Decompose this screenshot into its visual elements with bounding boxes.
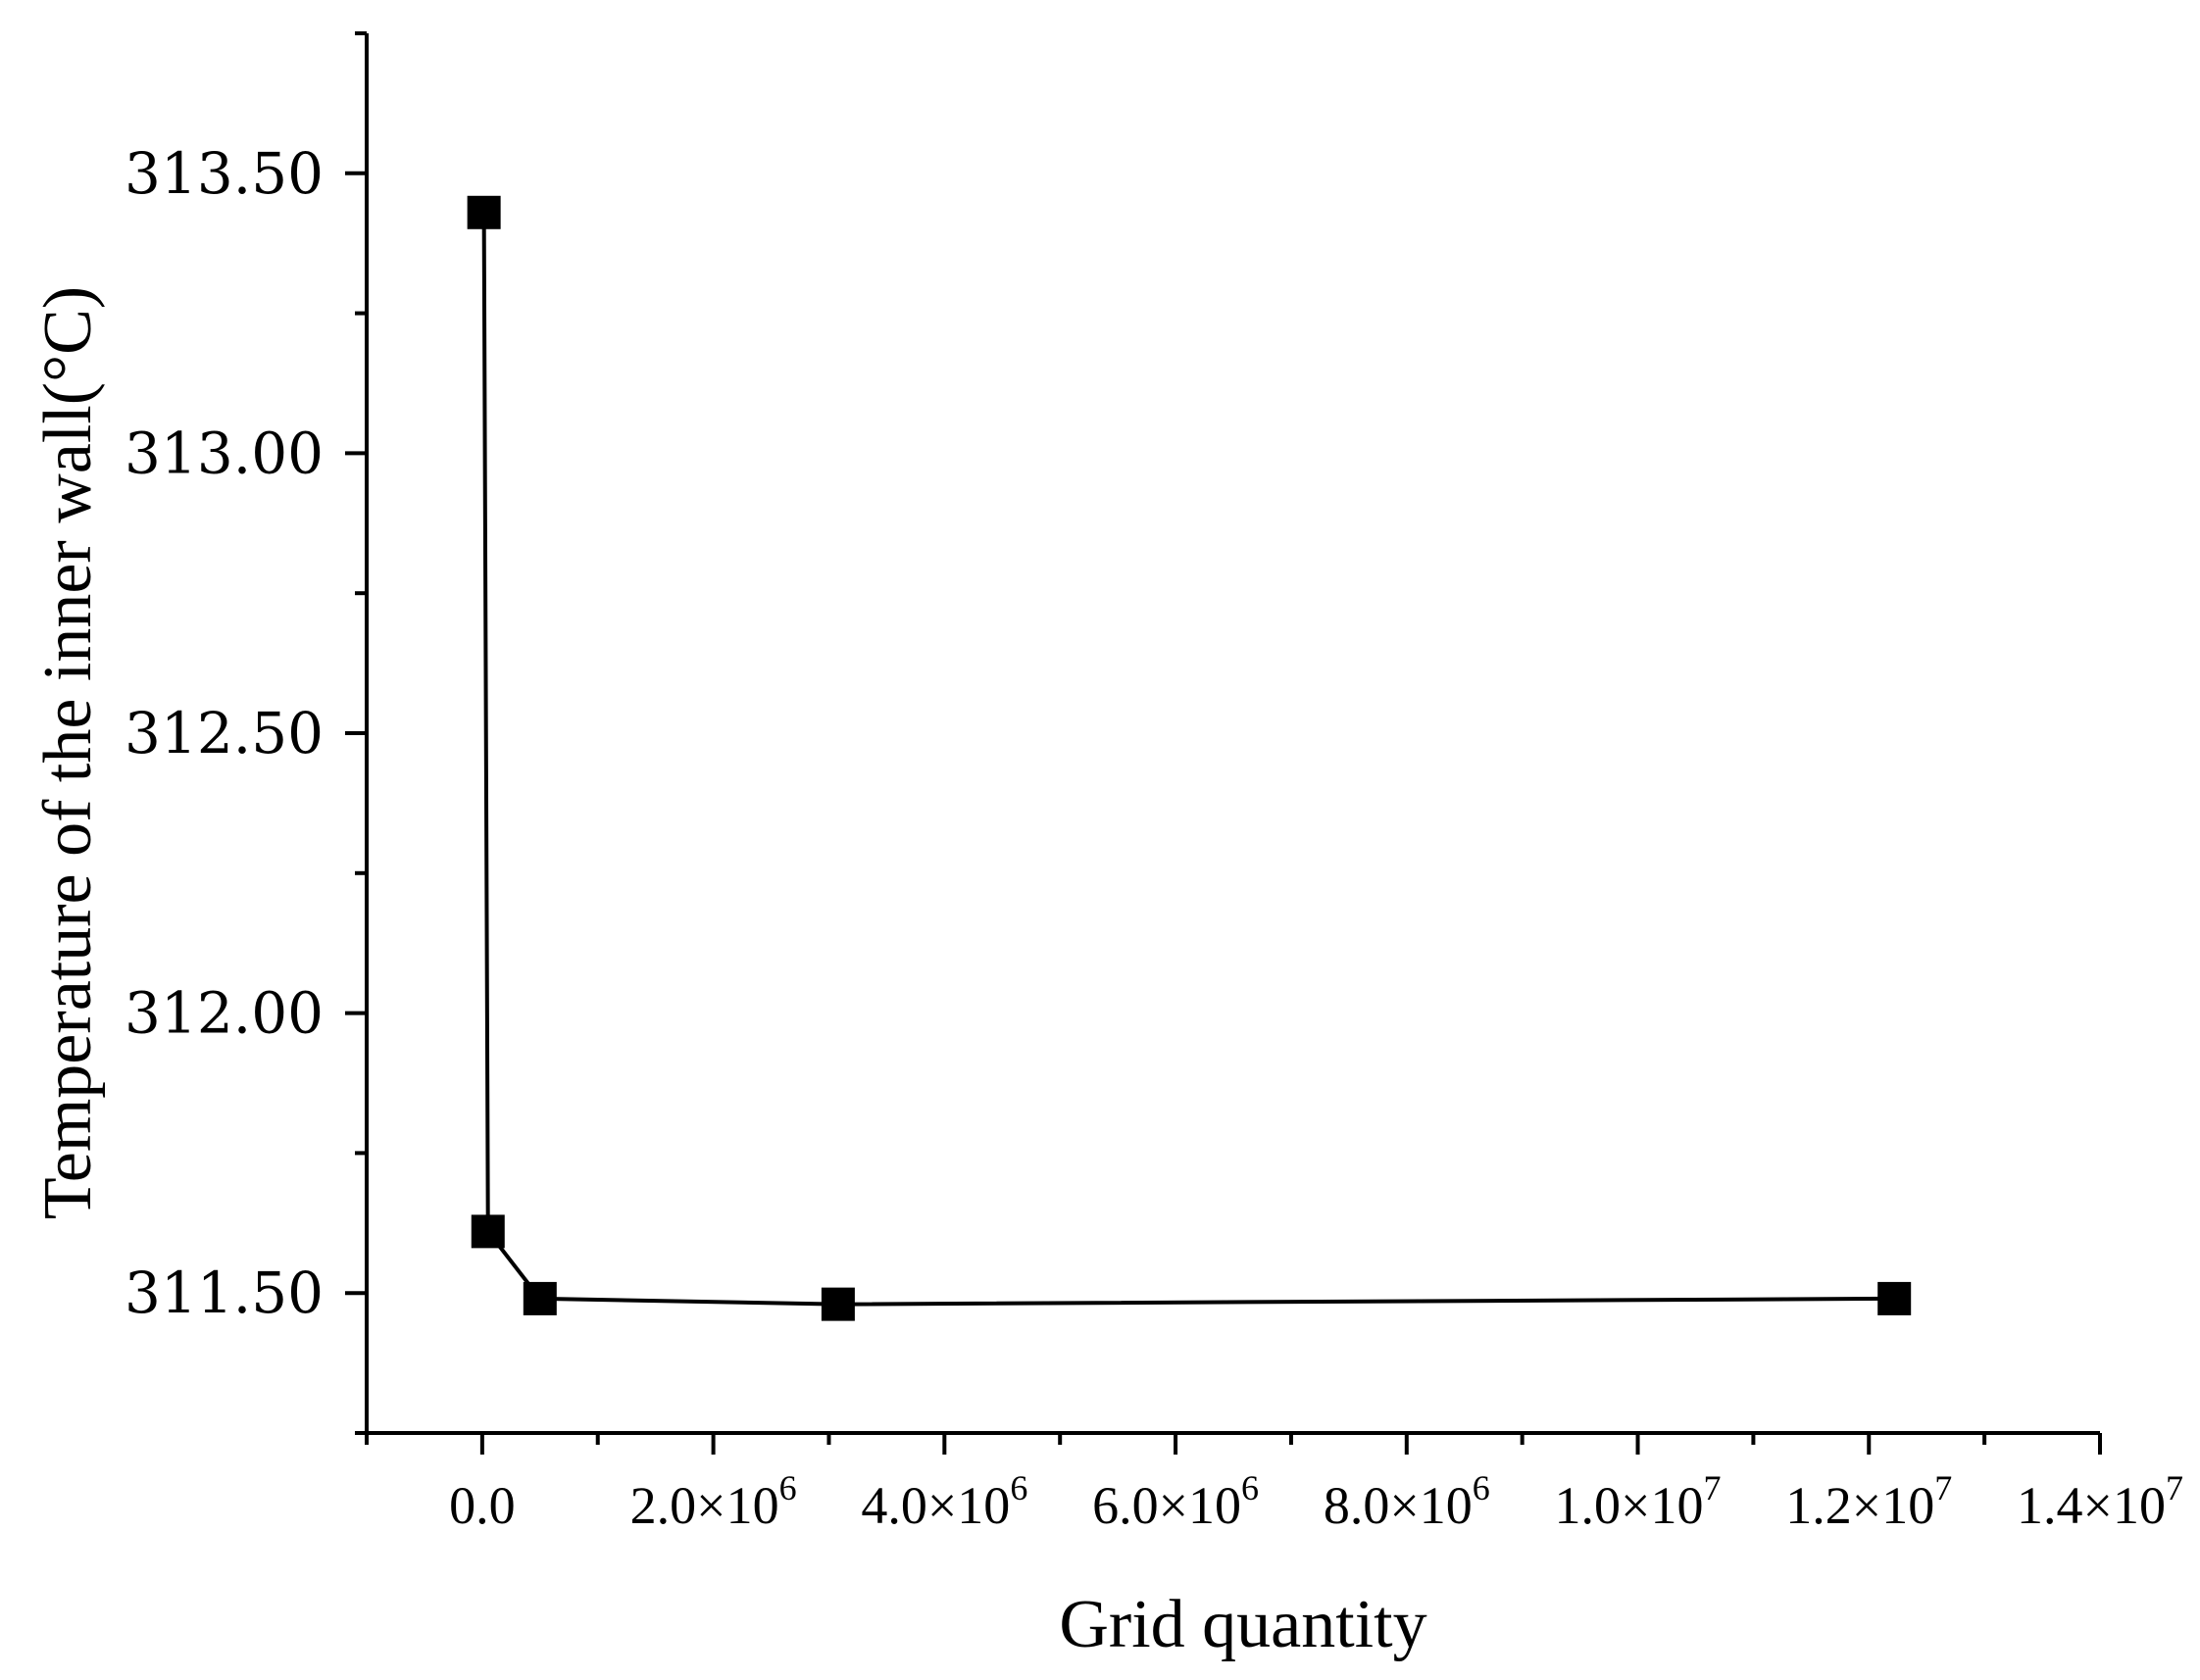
x-tick-exponent: 7 xyxy=(2166,1468,2183,1507)
x-tick-label: 1.0×107 xyxy=(1555,1468,1722,1535)
x-tick-exponent: 7 xyxy=(1704,1468,1722,1507)
x-tick-mantissa: 1.4×10 xyxy=(2017,1476,2166,1535)
y-tick-label: 311.50 xyxy=(125,1260,324,1326)
data-point-marker xyxy=(821,1287,855,1321)
x-tick-label: 1.2×107 xyxy=(1785,1468,1952,1535)
x-tick-exponent: 6 xyxy=(1010,1468,1027,1507)
x-axis-title: Grid quantity xyxy=(1059,1587,1426,1662)
x-tick-exponent: 7 xyxy=(1934,1468,1952,1507)
data-point-marker xyxy=(467,195,501,229)
x-tick-exponent: 6 xyxy=(1241,1468,1259,1507)
y-tick-label: 313.00 xyxy=(125,420,324,486)
x-tick-label: 4.0×106 xyxy=(861,1468,1027,1535)
y-tick-label: 312.00 xyxy=(125,980,324,1047)
x-tick-mantissa: 1.2×10 xyxy=(1785,1476,1934,1535)
data-point-marker xyxy=(523,1281,557,1315)
x-tick-exponent: 6 xyxy=(1473,1468,1490,1507)
x-tick-label: 0.0 xyxy=(449,1476,516,1535)
x-tick-exponent: 6 xyxy=(779,1468,797,1507)
x-tick-mantissa: 4.0×10 xyxy=(861,1476,1010,1535)
x-tick-label: 1.4×107 xyxy=(2017,1468,2183,1535)
x-tick-mantissa: 1.0×10 xyxy=(1555,1476,1704,1535)
y-tick-label: 312.50 xyxy=(125,700,324,766)
series-layer xyxy=(467,195,1912,1321)
x-tick-label: 8.0×106 xyxy=(1324,1468,1490,1535)
series-line xyxy=(481,212,1895,1307)
data-point-marker xyxy=(471,1214,505,1249)
x-tick-mantissa: 2.0×10 xyxy=(630,1476,779,1535)
x-tick-label: 6.0×106 xyxy=(1092,1468,1259,1535)
y-axis-title: Temperature of the inner wall(°C) xyxy=(30,286,106,1219)
y-tick-label: 313.50 xyxy=(125,140,324,207)
x-tick-mantissa: 6.0×10 xyxy=(1092,1476,1241,1535)
data-point-marker xyxy=(1877,1281,1912,1315)
x-tick-label: 2.0×106 xyxy=(630,1468,797,1535)
x-tick-mantissa: 8.0×10 xyxy=(1324,1476,1473,1535)
x-tick-mantissa: 0.0 xyxy=(449,1476,516,1535)
